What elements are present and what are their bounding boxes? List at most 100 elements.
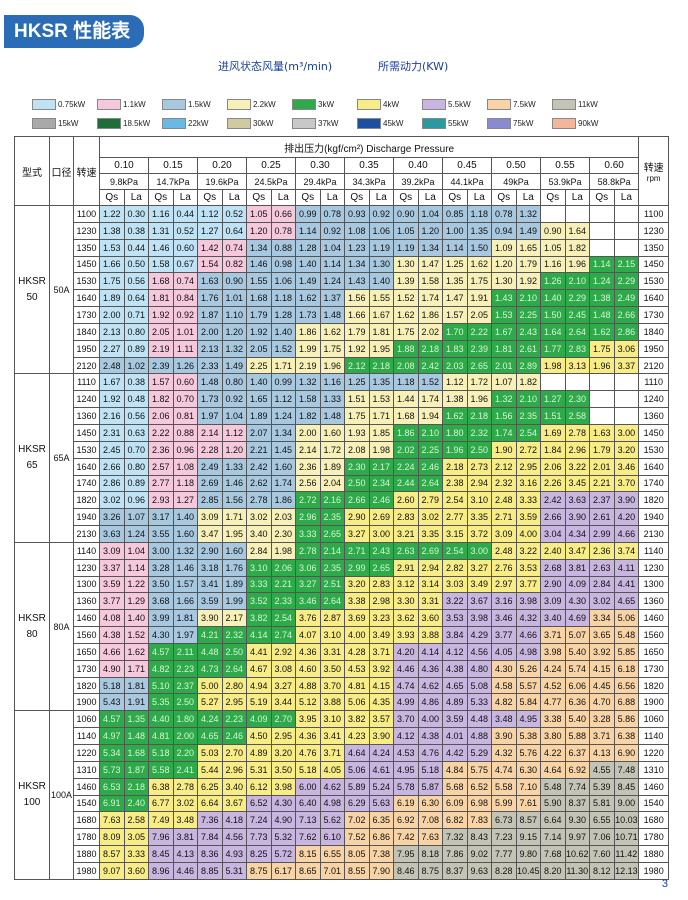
- la-value: 1.56: [221, 491, 247, 510]
- qs-value: 1.66: [344, 306, 370, 324]
- la-value: 4.29: [466, 626, 492, 644]
- qs-value: 7.02: [344, 811, 370, 830]
- qs-value: 2.24: [393, 457, 419, 476]
- rpm-cell: 1650: [73, 642, 100, 661]
- la-value: 1.89: [319, 457, 345, 476]
- qs-value: 4.41: [246, 642, 272, 661]
- la-value: 0.44: [123, 238, 149, 257]
- qs-value: 4.30: [491, 659, 517, 678]
- qs-value: 3.98: [540, 642, 566, 661]
- rpm-cell-right: 1530: [638, 272, 670, 291]
- qs-value: 2.62: [246, 474, 272, 493]
- qs-value: [540, 373, 566, 392]
- qs-value: 2.01: [491, 356, 517, 375]
- la-value: 5.72: [270, 845, 296, 863]
- qs-value: 3.46: [295, 592, 321, 611]
- qs-value: 1.38: [99, 221, 125, 240]
- qs-value: 2.63: [393, 541, 419, 560]
- rpm-cell-right: 1100: [638, 205, 670, 223]
- table-row: 2130 3.63 1.24 3.55 1.60 3.47 1.95 3.40 2.30 3.33…: [15, 525, 670, 543]
- rpm-cell: 1530: [73, 272, 100, 291]
- la-value: 1.46: [221, 474, 247, 493]
- la-value: 0.70: [123, 440, 149, 459]
- la-value: 1.48: [319, 407, 345, 425]
- header-rpm-label: rpm: [646, 174, 661, 183]
- la-value: 3.71: [319, 744, 345, 762]
- qs-value: 1.43: [344, 272, 370, 291]
- qs-value: 2.05: [246, 339, 272, 358]
- qs-value: 2.37: [589, 491, 615, 510]
- table-row: 1640 2.66 0.80 2.57 1.08 2.49 1.33 2.42 1.60 2.36…: [15, 457, 670, 476]
- qs-value: 3.16: [491, 592, 517, 611]
- qs-value: 6.82: [442, 811, 468, 830]
- qs-value: 3.76: [295, 609, 321, 628]
- la-value: 1.68: [123, 744, 149, 762]
- la-value: 6.92: [564, 760, 590, 779]
- la-value: 3.90: [368, 727, 394, 745]
- la-value: 1.06: [270, 272, 296, 291]
- la-value: 1.91: [123, 693, 149, 712]
- qs-value: 2.85: [197, 491, 223, 510]
- qs-value: 2.71: [344, 541, 370, 560]
- qs-value: 2.56: [295, 474, 321, 493]
- qs-value: 1.81: [148, 289, 174, 308]
- la-value: 3.00: [613, 423, 640, 442]
- qs-value: 1.16: [148, 205, 174, 223]
- la-value: 1.85: [368, 423, 394, 442]
- legend-swatch: [97, 99, 121, 110]
- rpm-cell: 1530: [73, 440, 100, 459]
- la-header: La: [564, 189, 590, 206]
- rpm-cell: 1560: [73, 626, 100, 644]
- header-speed-right-label: 转速: [643, 163, 664, 174]
- la-value: 2.92: [270, 642, 296, 661]
- la-value: 3.33: [515, 491, 541, 510]
- la-value: 4.14: [417, 642, 443, 661]
- bore-cell: 100A: [49, 710, 74, 880]
- legend-swatch: [487, 118, 511, 129]
- legend-label: 0.75kW: [58, 100, 86, 109]
- qs-value: 1.62: [442, 407, 468, 425]
- legend-row: 15kW 18.5kW 22kW 30kW 37kW 45kW 55kW 75kW 90kW: [32, 115, 672, 132]
- qs-header: Qs: [589, 189, 615, 206]
- qs-value: 3.10: [246, 558, 272, 577]
- la-value: 0.99: [270, 373, 296, 392]
- la-value: 2.69: [417, 541, 443, 560]
- qs-value: 1.27: [540, 390, 566, 409]
- qs-value: 2.16: [99, 407, 125, 425]
- la-value: 0.88: [172, 423, 198, 442]
- power-subtitle: 所需动力(KW): [378, 60, 449, 73]
- qs-value: 3.09: [99, 541, 125, 560]
- rpm-cell-right: 1360: [638, 407, 670, 425]
- table-row: 1310 5.73 1.87 5.58 2.41 5.44 2.96 5.31 3.50 5.18…: [15, 760, 670, 779]
- qs-value: 2.76: [491, 558, 517, 577]
- la-value: 2.29: [613, 272, 640, 291]
- qs-value: 4.38: [99, 626, 125, 644]
- model-cell: HKSR 80: [14, 541, 50, 712]
- kpa-header: 9.8kPa: [99, 173, 149, 190]
- la-value: 7.10: [515, 777, 541, 796]
- qs-value: 3.02: [246, 508, 272, 527]
- qs-value: 5.12: [295, 693, 321, 712]
- la-value: 2.66: [613, 306, 640, 324]
- qs-value: 7.36: [197, 811, 223, 830]
- rpm-cell: 1350: [73, 238, 100, 257]
- legend-label: 3kW: [318, 100, 334, 109]
- qs-value: 3.80: [540, 727, 566, 745]
- qs-value: 1.18: [393, 373, 419, 392]
- qs-value: 4.22: [540, 744, 566, 762]
- qs-value: 1.56: [344, 289, 370, 308]
- la-value: 11.30: [564, 861, 590, 881]
- qs-value: 1.32: [295, 373, 321, 392]
- legend-swatch: [162, 118, 186, 129]
- la-value: 1.26: [172, 356, 198, 375]
- rpm-cell-right: 1220: [638, 744, 670, 762]
- qs-value: 6.29: [344, 794, 370, 813]
- qs-value: 0.93: [344, 205, 370, 223]
- la-value: 2.58: [123, 811, 149, 830]
- qs-value: 2.33: [197, 356, 223, 375]
- qs-value: 1.28: [295, 238, 321, 257]
- rpm-cell: 1540: [73, 794, 100, 813]
- la-value: [613, 390, 640, 409]
- legend-swatch: [552, 118, 576, 129]
- legend-swatch: [97, 118, 121, 129]
